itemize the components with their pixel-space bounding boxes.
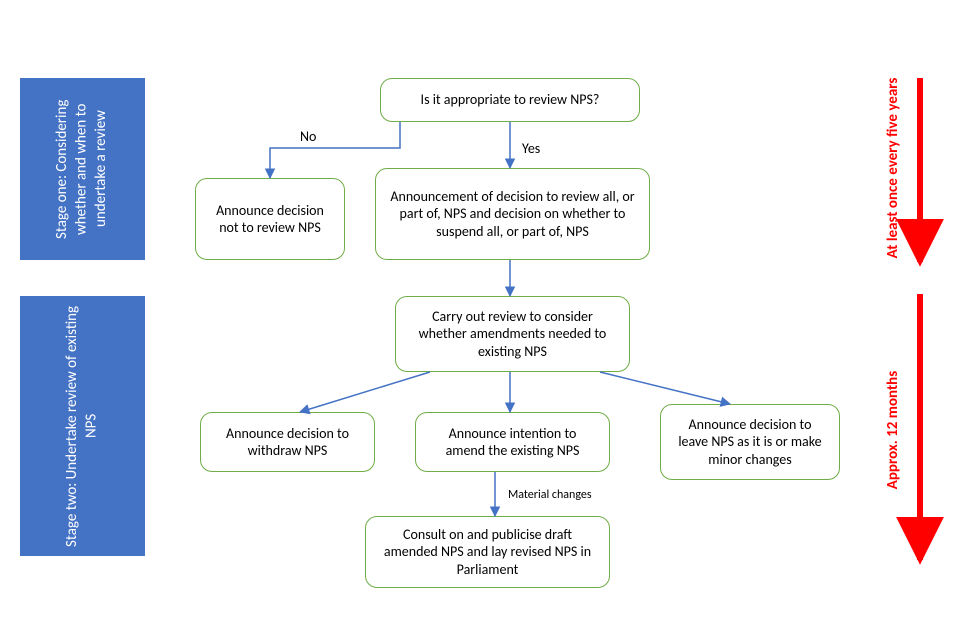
node-carry-out-review: Carry out review to consider whether ame… [395, 296, 630, 372]
stage-one-text: Stage one: Considering whether and when … [53, 78, 112, 260]
time-label-five-years: At least once every five years [884, 78, 902, 259]
node-withdraw: Announce decision to withdraw NPS [200, 412, 375, 472]
node-consult: Consult on and publicise draft amended N… [365, 516, 610, 588]
stage-two-label: Stage two: Undertake review of existing … [20, 296, 145, 556]
edge-label-yes: Yes [522, 140, 540, 157]
node-leave: Announce decision to leave NPS as it is … [660, 404, 840, 480]
edge-label-material: Material changes [508, 488, 592, 502]
stage-one-label: Stage one: Considering whether and when … [20, 78, 145, 260]
node-amend: Announce intention to amend the existing… [415, 412, 610, 472]
stage-two-text: Stage two: Undertake review of existing … [63, 296, 102, 556]
edge-label-no: No [300, 128, 316, 145]
node-question: Is it appropriate to review NPS? [380, 78, 640, 122]
node-announce-review: Announcement of decision to review all, … [375, 168, 650, 260]
time-label-twelve-months: Approx. 12 months [884, 371, 902, 489]
node-decision-not-review: Announce decision not to review NPS [195, 178, 345, 260]
